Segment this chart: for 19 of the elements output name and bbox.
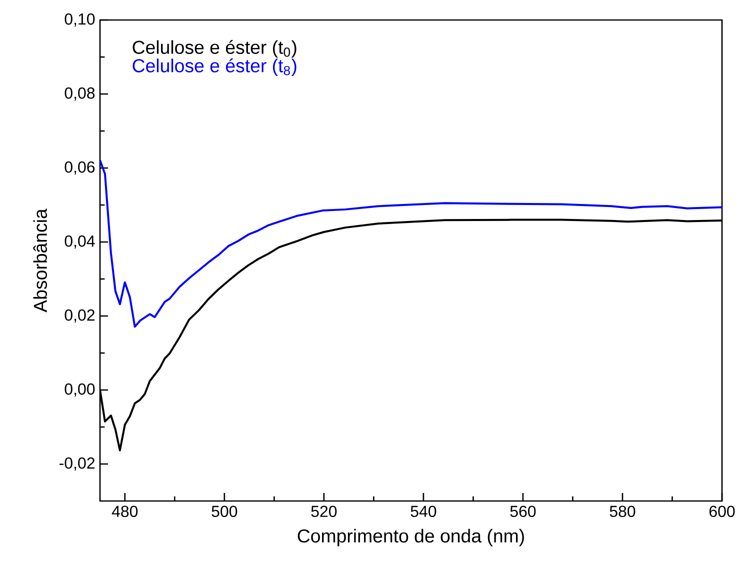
x-tick-label: 500 [212,506,238,518]
x-tick-label: 600 [709,506,735,518]
x-tick-label: 480 [112,506,138,518]
text: Celulose e éster (t$_{8}$) [132,58,296,76]
y-tick-label: 0,00 [64,383,95,397]
line-series [100,159,722,328]
y-tick-label: 0,02 [64,309,94,323]
y-tick-label: 0,08 [64,87,95,101]
x-tick-label: 580 [610,506,636,518]
y-tick-label: 0,04 [64,235,95,249]
x-tick-label: 540 [410,506,436,518]
y-tick-label: 0,06 [64,161,95,175]
y-tick-label: -0,02 [60,457,94,471]
y-axis-title: Absorbância [33,208,48,312]
legend-label: Celulose e éster (t$_{0}$) [132,40,296,58]
x-axis-title: Comprimento de onda (nm) [298,528,524,546]
x-tick-label: 520 [311,506,337,518]
x-tick-label: 560 [510,506,536,518]
y-tick-label: 0,10 [64,13,95,27]
